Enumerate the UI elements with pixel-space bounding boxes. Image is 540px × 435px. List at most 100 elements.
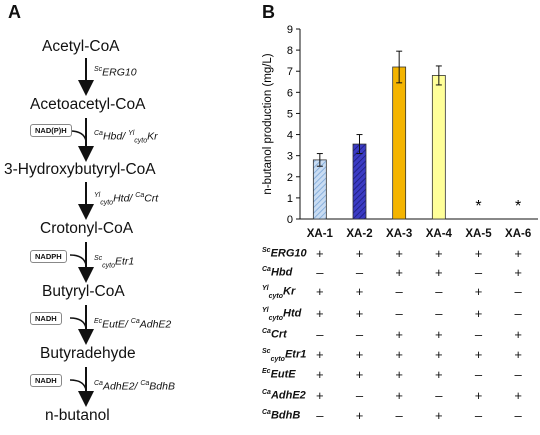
enzyme-step5: EcEutE/ CaAdhE2 [94, 318, 172, 331]
gene-presence-mark: + [355, 306, 364, 321]
metabolite-crotonyl-coa: Crotonyl-CoA [40, 220, 134, 237]
enzyme-step1: ScERG10 [94, 66, 137, 79]
gene-presence-mark: – [435, 388, 443, 403]
gene-row-label: CaBdhB [262, 409, 301, 422]
gene-presence-mark: – [395, 284, 403, 299]
gene-presence-mark: + [316, 388, 324, 403]
significance-marker: * [515, 198, 521, 215]
y-axis-title: n-butanol production (mg/L) [262, 53, 274, 194]
y-tick-label: 4 [287, 130, 293, 142]
metabolite-acetyl-coa: Acetyl-CoA [42, 38, 120, 55]
gene-row-label: YlcytoHtd [262, 307, 302, 322]
error-bar [435, 65, 442, 86]
gene-presence-mark: – [395, 306, 403, 321]
pathway-arrow [69, 118, 94, 162]
bar-xa-1 [312, 159, 327, 220]
gene-presence-mark: + [435, 265, 443, 280]
gene-presence-mark: + [435, 327, 443, 342]
gene-presence-mark: + [355, 367, 364, 382]
y-tick-label: 8 [287, 45, 293, 57]
gene-presence-mark: – [514, 367, 522, 382]
gene-presence-mark: + [355, 284, 364, 299]
strain-label-xa-5: XA-5 [465, 228, 492, 240]
gene-presence-mark: + [474, 388, 483, 403]
cofactor-nadph-step4: NADPH [30, 250, 67, 263]
gene-presence-mark: – [474, 408, 483, 423]
gene-presence-mark: + [395, 246, 403, 261]
error-bar [356, 134, 363, 155]
metabolite-butyryl-coa: Butyryl-CoA [42, 283, 125, 300]
gene-presence-mark: + [395, 327, 403, 342]
gene-presence-mark: – [474, 367, 483, 382]
gene-presence-mark: + [514, 246, 522, 261]
gene-presence-mark: – [514, 306, 522, 321]
y-tick-label: 9 [287, 24, 293, 36]
gene-presence-mark: – [395, 408, 403, 423]
bar-xa-4 [431, 75, 446, 220]
gene-presence-mark: + [435, 347, 443, 362]
gene-presence-mark: + [395, 367, 403, 382]
gene-presence-mark: – [316, 327, 324, 342]
pathway-arrow [69, 305, 94, 345]
error-bar [396, 50, 403, 84]
gene-presence-mark: – [514, 408, 522, 423]
strain-label-xa-6: XA-6 [505, 228, 532, 240]
metabolite-n-butanol: n-butanol [45, 407, 110, 424]
y-tick-label: 1 [287, 193, 293, 205]
enzyme-step2: CaHbd/ YlcytoKr [94, 130, 158, 145]
gene-presence-mark: + [395, 388, 403, 403]
gene-presence-mark: – [435, 284, 443, 299]
gene-presence-mark: – [355, 327, 364, 342]
y-tick-label: 5 [287, 108, 293, 120]
gene-presence-mark: + [316, 306, 324, 321]
gene-presence-mark: + [514, 388, 522, 403]
y-tick-label: 6 [287, 87, 293, 99]
gene-presence-mark: + [514, 265, 522, 280]
error-bar [316, 153, 323, 167]
gene-presence-mark: + [355, 408, 364, 423]
gene-row-label: CaCrt [262, 328, 287, 341]
gene-presence-mark: – [316, 408, 324, 423]
y-tick-label: 3 [287, 151, 293, 163]
gene-row-label: CaAdhE2 [262, 389, 306, 402]
gene-presence-mark: – [355, 265, 364, 280]
pathway-arrow [69, 367, 94, 407]
gene-presence-mark: – [474, 327, 483, 342]
gene-presence-mark: – [435, 306, 443, 321]
gene-presence-mark: + [474, 284, 483, 299]
panel-a-letter: A [8, 2, 21, 22]
gene-presence-mark: + [316, 367, 324, 382]
gene-presence-mark: – [355, 388, 364, 403]
gene-presence-mark: + [474, 306, 483, 321]
y-tick-label: 0 [287, 214, 293, 226]
gene-presence-mark: + [355, 246, 364, 261]
gene-presence-mark: + [316, 284, 324, 299]
gene-presence-mark: + [395, 347, 403, 362]
panel-b-letter: B [262, 2, 275, 22]
gene-presence-mark: – [316, 265, 324, 280]
gene-presence-mark: + [435, 408, 443, 423]
metabolite-hydroxybutyryl-coa: 3-Hydroxybutyryl-CoA [4, 161, 156, 178]
bar-xa-2 [352, 143, 367, 220]
bar-xa-3 [392, 66, 407, 220]
cofactor-nadh-step5: NADH [30, 312, 62, 325]
gene-presence-mark: + [514, 347, 522, 362]
gene-presence-mark: + [395, 265, 403, 280]
gene-row-label: ScERG10 [262, 247, 307, 260]
gene-presence-mark: + [316, 347, 324, 362]
metabolite-butyradehyde: Butyradehyde [40, 345, 136, 362]
gene-presence-mark: + [474, 246, 483, 261]
y-tick-label: 7 [287, 66, 293, 78]
gene-row-label: CaHbd [262, 266, 293, 279]
gene-presence-mark: + [474, 347, 483, 362]
gene-presence-mark: – [514, 284, 522, 299]
enzyme-step4: SccytoEtr1 [94, 255, 135, 270]
gene-presence-mark: + [355, 347, 364, 362]
cofactor-nadh-step6: NADH [30, 374, 62, 387]
enzyme-step3: YlcytoHtd/ CaCrt [94, 192, 159, 207]
pathway-arrow [69, 242, 94, 283]
metabolite-acetoacetyl-coa: Acetoacetyl-CoA [30, 96, 146, 113]
gene-row-label: EcEutE [262, 368, 296, 381]
